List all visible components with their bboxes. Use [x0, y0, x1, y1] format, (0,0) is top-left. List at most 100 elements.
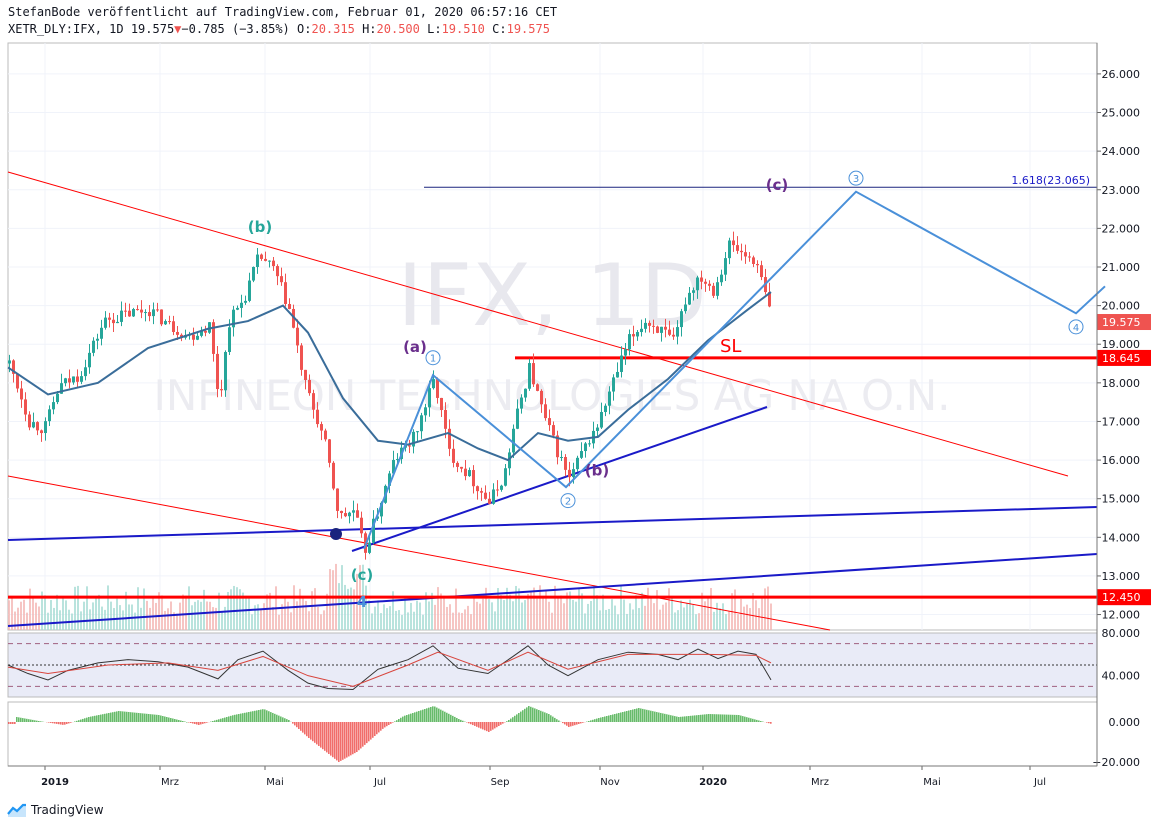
oscillator-bar — [754, 719, 756, 722]
volume-bar — [584, 613, 586, 630]
price-axis-tick-label: 16.000 — [1102, 454, 1141, 467]
oscillator-bar — [718, 714, 720, 722]
rsi-ma-line — [7, 651, 772, 687]
volume-bar — [596, 595, 598, 630]
candle-body — [316, 409, 319, 425]
volume-bar — [338, 583, 340, 630]
volume-bar — [512, 601, 514, 630]
oscillator-bar — [614, 714, 616, 722]
volume-bar — [707, 598, 709, 630]
candle-body — [648, 322, 651, 326]
oscillator-bar — [30, 719, 32, 722]
oscillator-bar — [240, 713, 242, 722]
volume-bar — [470, 614, 472, 630]
candle-body — [456, 462, 459, 467]
oscillator-bar — [708, 714, 710, 722]
volume-bar — [647, 587, 649, 630]
oscillator-bar — [126, 711, 128, 722]
volume-bar — [677, 610, 679, 630]
candle-body — [680, 311, 683, 328]
volume-bar — [761, 596, 763, 630]
volume-bar — [353, 589, 355, 630]
oscillator-bar — [450, 714, 452, 722]
volume-bar — [32, 597, 34, 630]
oscillator-bar — [670, 715, 672, 722]
oscillator-bar — [502, 722, 504, 724]
oscillator-bar — [458, 719, 460, 722]
oscillator-bar — [438, 708, 440, 722]
oscillator-bar — [252, 711, 254, 722]
oscillator-bar — [226, 717, 228, 722]
volume-bar — [110, 601, 112, 630]
candle-body — [336, 488, 339, 511]
candle-body — [600, 412, 603, 428]
oscillator-bar — [648, 710, 650, 722]
candle-body — [760, 265, 763, 278]
oscillator-bar — [22, 718, 24, 722]
oscillator-bar — [48, 722, 50, 723]
oscillator-bar — [36, 720, 38, 722]
oscillator-bar — [424, 709, 426, 722]
oscillator-bar — [740, 715, 742, 722]
volume-bar — [230, 589, 232, 630]
oscillator-bar — [600, 717, 602, 722]
oscillator-bar — [94, 715, 96, 722]
oscillator-bar — [306, 722, 308, 737]
oscillator-bar — [702, 714, 704, 722]
event-marker-icon[interactable] — [330, 528, 342, 540]
candle-body — [524, 388, 527, 398]
candle-body — [676, 327, 679, 337]
price-tag-label: 19.575 — [1102, 316, 1141, 329]
volume-bar — [14, 611, 16, 630]
volume-bar — [458, 612, 460, 630]
volume-bar — [137, 587, 139, 630]
oscillator-bar — [244, 712, 246, 722]
oscillator-bar — [230, 715, 232, 722]
volume-bar — [383, 604, 385, 630]
candle-body — [324, 430, 327, 440]
volume-bar — [401, 614, 403, 630]
candle-body — [72, 376, 75, 383]
oscillator-bar — [52, 722, 54, 724]
oscillator-bar — [362, 722, 364, 747]
oscillator-bar — [310, 722, 312, 740]
candle-body — [288, 304, 291, 309]
oscillator-bar — [542, 711, 544, 722]
oscillator-bar — [58, 722, 60, 725]
oscillator-bar — [726, 714, 728, 722]
oscillator-bar — [404, 715, 406, 722]
volume-bar — [377, 600, 379, 630]
volume-bar — [248, 598, 250, 630]
volume-bar — [767, 586, 769, 630]
change-arrow-icon: ▼ — [174, 22, 182, 36]
oscillator-bar — [358, 722, 360, 751]
volume-bar — [215, 607, 217, 630]
oscillator-bar — [350, 722, 352, 756]
tradingview-logo[interactable]: TradingView — [7, 802, 104, 818]
volume-bar — [563, 603, 565, 630]
oscillator-bar — [298, 722, 300, 729]
oscillator-bar — [188, 722, 190, 723]
oscillator-bar — [364, 722, 366, 745]
volume-bar — [398, 610, 400, 630]
oscillator-pane[interactable] — [7, 701, 1098, 767]
volume-bar — [161, 595, 163, 630]
volume-bar — [206, 601, 208, 630]
candle-body — [412, 431, 415, 447]
candle-body — [476, 486, 479, 492]
volume-bar — [143, 588, 145, 630]
oscillator-bar — [440, 709, 442, 722]
oscillator-bar — [146, 713, 148, 722]
volume-bar — [542, 595, 544, 630]
oscillator-bar — [300, 722, 302, 731]
tradingview-label: TradingView — [31, 803, 104, 817]
oscillator-bar — [16, 717, 18, 722]
oscillator-bar — [770, 722, 772, 724]
oscillator-bar — [32, 719, 34, 722]
volume-bar — [674, 612, 676, 630]
volume-bar — [710, 587, 712, 630]
oscillator-bar — [434, 706, 436, 722]
candle-body — [300, 345, 303, 370]
oscillator-bar — [88, 717, 90, 722]
